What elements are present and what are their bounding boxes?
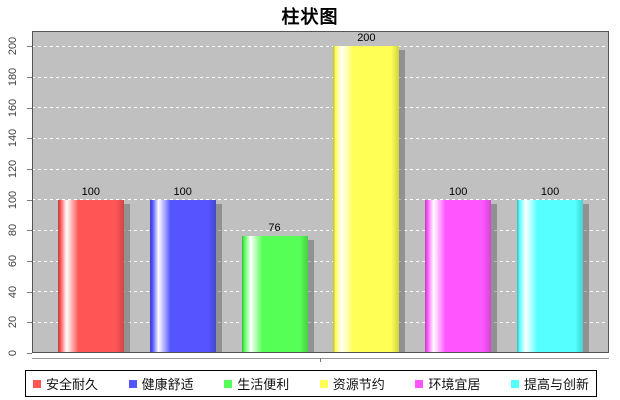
- value-axis-tick-140: [27, 138, 32, 140]
- value-axis-label-120: 120: [7, 159, 19, 179]
- gridline-140: [32, 137, 609, 139]
- value-axis-tick-180: [27, 77, 32, 78]
- value-axis-label-100: 100: [7, 190, 19, 209]
- value-axis-label-200: 200: [7, 37, 19, 56]
- bar-slot-1: 100: [149, 31, 216, 353]
- gridline-60: [32, 260, 609, 262]
- value-axis-label-80: 80: [7, 224, 19, 237]
- value-axis-tick-40: [27, 291, 32, 293]
- legend-item-1: 健康舒适: [128, 374, 194, 393]
- value-axis-label-180: 180: [7, 67, 19, 87]
- legend-label: 安全耐久: [46, 377, 99, 392]
- legend-label: 环境宜居: [428, 377, 481, 392]
- value-axis-label-160: 160: [7, 98, 19, 117]
- legend-swatch-icon: [319, 379, 328, 388]
- bar-slot-0: 100: [57, 31, 124, 353]
- value-axis-label-0: 0: [7, 349, 19, 357]
- gridline-40: [32, 291, 609, 293]
- gridline-200: [32, 45, 609, 47]
- bar-value-label-0: 100: [81, 185, 101, 198]
- value-axis-label-40: 40: [7, 285, 19, 298]
- legend-label: 生活便利: [237, 377, 290, 392]
- bar-环境宜居: [425, 199, 492, 353]
- bar-slot-3: 200: [333, 31, 400, 353]
- value-axis-tick-20: [27, 322, 32, 324]
- value-axis-tick-80: [27, 230, 32, 232]
- value-axis-label-60: 60: [7, 254, 19, 268]
- value-axis-tick-160: [27, 107, 32, 109]
- gridline-100: [32, 199, 609, 201]
- value-axis-tick-60: [27, 261, 32, 262]
- legend-item-2: 生活便利: [224, 374, 289, 393]
- gridline-180: [32, 76, 609, 78]
- legend-label: 提高与创新: [523, 377, 589, 392]
- value-axis-tick-0: [27, 353, 32, 354]
- bar-slot-4: 100: [425, 31, 492, 353]
- legend-item-0: 安全耐久: [33, 374, 98, 393]
- bar-slot-5: 100: [517, 31, 584, 353]
- category-axis-tick: [320, 358, 321, 362]
- bar-生活便利: [241, 236, 308, 353]
- bar-安全耐久: [57, 199, 124, 353]
- gridline-20: [32, 321, 609, 323]
- bar-健康舒适: [149, 199, 216, 353]
- legend-label: 健康舒适: [141, 377, 194, 392]
- bar-value-label-4: 100: [449, 185, 468, 198]
- bar-slot-2: 76: [241, 31, 308, 353]
- value-axis-label-140: 140: [7, 129, 19, 148]
- gridline-120: [32, 168, 609, 170]
- bars-container: 100 100 76 200 100 100: [32, 31, 609, 353]
- bar-value-label-3: 200: [357, 32, 376, 45]
- legend-swatch-icon: [224, 379, 233, 388]
- bar-资源节约: [333, 46, 400, 353]
- gridline-160: [32, 107, 609, 109]
- legend-swatch-icon: [128, 379, 137, 388]
- value-axis-tick-200: [27, 46, 32, 48]
- legend-swatch-icon: [33, 379, 41, 388]
- legend-item-5: 提高与创新: [510, 374, 589, 393]
- value-axis-tick-120: [27, 169, 32, 170]
- value-axis-tick-100: [27, 199, 32, 201]
- legend-label: 资源节约: [332, 377, 385, 392]
- bar-value-label-2: 76: [268, 222, 281, 235]
- chart-title: 柱状图: [281, 7, 339, 27]
- bar-value-label-1: 100: [173, 185, 192, 198]
- legend-item-3: 资源节约: [319, 374, 385, 393]
- legend: 安全耐久 健康舒适 生活便利 资源节约 环境宜居 提高与创新: [25, 370, 597, 397]
- bar-value-label-5: 100: [540, 185, 560, 198]
- gridline-80: [32, 229, 609, 231]
- legend-item-4: 环境宜居: [415, 374, 480, 393]
- bar-提高与创新: [517, 199, 584, 353]
- value-axis-label-20: 20: [7, 316, 19, 329]
- legend-swatch-icon: [415, 379, 424, 388]
- legend-swatch-icon: [510, 379, 519, 388]
- plot-area: 100 100 76 200 100 100: [32, 31, 609, 353]
